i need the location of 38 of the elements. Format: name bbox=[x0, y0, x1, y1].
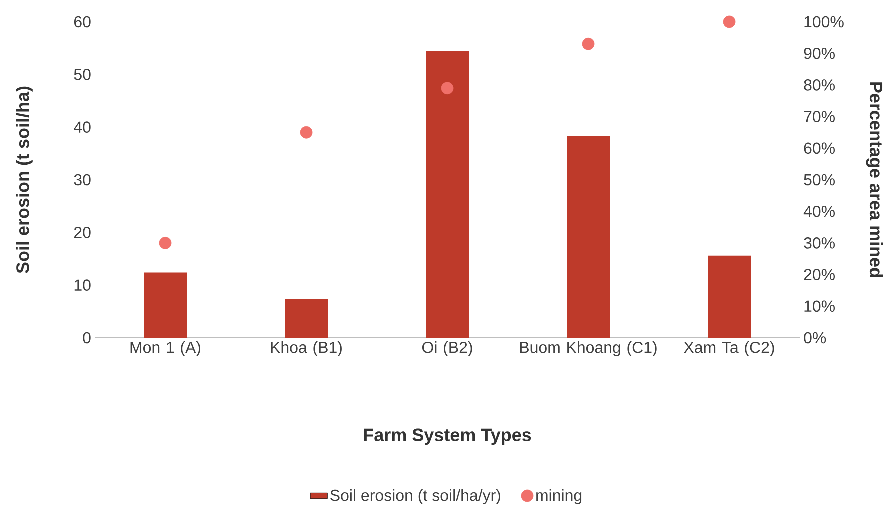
y2-tick-label: 90% bbox=[804, 48, 835, 60]
bar bbox=[567, 136, 610, 338]
bar bbox=[285, 299, 328, 338]
y-tick-label: 50 bbox=[74, 69, 91, 80]
bar bbox=[708, 256, 752, 338]
x-tick-label: Xam Ta (C2) bbox=[684, 342, 774, 356]
bar bbox=[144, 272, 188, 338]
y2-axis-title: Percentage area mined bbox=[866, 82, 884, 278]
y-axis-title: Soil erosion (t soil/ha) bbox=[16, 86, 33, 274]
y-tick-label: 10 bbox=[74, 280, 91, 291]
x-tick-label: Mon 1 (A) bbox=[130, 342, 200, 356]
y2-tick-label: 30% bbox=[804, 238, 835, 249]
legend-label: mining bbox=[536, 489, 582, 504]
legend-label: Soil erosion (t soil/ha/yr) bbox=[330, 489, 500, 504]
x-tick-label: Oi (B2) bbox=[422, 342, 472, 356]
bar bbox=[426, 50, 470, 338]
y2-tick-label: 70% bbox=[804, 111, 835, 122]
point bbox=[723, 16, 736, 28]
y-tick-label: 40 bbox=[74, 122, 91, 133]
y-tick-label: 30 bbox=[74, 174, 91, 186]
y2-tick-label: 80% bbox=[804, 80, 835, 91]
y-tick-label: 60 bbox=[74, 16, 91, 28]
y2-tick-label: 50% bbox=[804, 174, 835, 186]
y2-tick-label: 20% bbox=[804, 269, 835, 280]
x-tick-label: Buom Khoang (C1) bbox=[520, 342, 657, 356]
y2-tick-label: 0% bbox=[804, 332, 826, 344]
y2-tick-label: 100% bbox=[804, 16, 844, 28]
y-tick-label: 0 bbox=[83, 332, 91, 344]
y2-tick-label: 10% bbox=[804, 300, 835, 312]
point bbox=[159, 237, 172, 250]
x-tick-label: Khoa (B1) bbox=[271, 342, 342, 356]
y2-tick-label: 40% bbox=[804, 206, 835, 218]
y2-tick-label: 60% bbox=[804, 142, 835, 154]
point bbox=[300, 126, 313, 139]
point bbox=[582, 38, 595, 50]
point bbox=[441, 82, 454, 95]
y-tick-label: 20 bbox=[74, 227, 91, 238]
x-axis-title: Farm System Types bbox=[364, 428, 532, 446]
